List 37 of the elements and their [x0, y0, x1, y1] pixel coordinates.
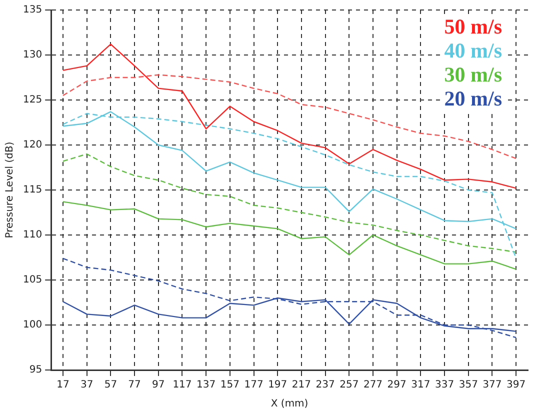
y-tick-label: 125 [22, 94, 42, 106]
x-tick-label: 337 [434, 380, 454, 391]
x-tick-label: 357 [458, 380, 478, 391]
y-tick-label: 95 [29, 364, 42, 376]
x-tick-label: 157 [220, 380, 240, 391]
line-series [62, 258, 517, 338]
y-tick-label: 135 [22, 4, 42, 16]
x-tick-label: 317 [411, 380, 430, 391]
y-tick-label: 120 [22, 140, 42, 151]
x-tick-label: 377 [482, 380, 502, 391]
text: 30 m/s [444, 62, 502, 86]
y-tick-label: 100 [22, 320, 42, 331]
x-tick-label: 197 [268, 380, 288, 391]
y-axis-title: Pressure Level (dB) [4, 142, 16, 238]
y-tick-label: 110 [22, 230, 42, 241]
x-tick-label: 397 [506, 380, 526, 391]
text: 50 m/s [444, 14, 502, 38]
x-tick-label: 97 [152, 380, 165, 391]
x-tick-label: 237 [316, 380, 335, 391]
x-tick-label: 57 [104, 380, 118, 391]
x-axis-title: X (mm) [270, 398, 308, 410]
text: 40 m/s [444, 38, 502, 62]
x-tick-label: 257 [340, 380, 359, 391]
x-tick-label: 117 [172, 380, 192, 391]
x-tick-label: 17 [56, 380, 70, 391]
x-tick-label: 137 [196, 380, 216, 391]
x-tick-label: 217 [292, 380, 312, 391]
x-tick-label: 177 [244, 380, 264, 391]
x-tick-label: 77 [128, 380, 141, 391]
x-tick-label: 277 [363, 380, 383, 391]
line-series [62, 153, 517, 253]
text: 20 m/s [444, 86, 502, 110]
x-tick-label: 297 [387, 380, 406, 391]
x-tick-label: 37 [80, 380, 94, 391]
y-tick-label: 115 [22, 184, 42, 196]
y-tick-label: 130 [22, 50, 42, 61]
y-tick-label: 105 [22, 274, 42, 286]
